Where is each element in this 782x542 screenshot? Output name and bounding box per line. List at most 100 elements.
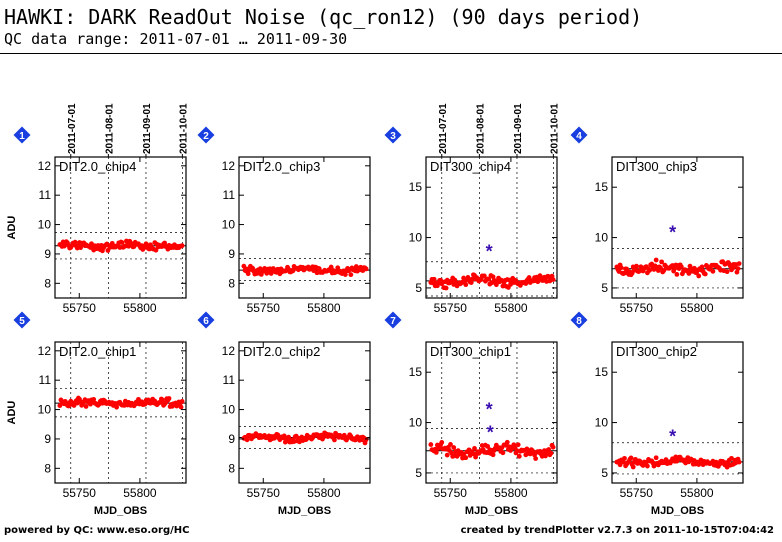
data-point: [736, 459, 742, 465]
x-tick-label: 55750: [63, 301, 97, 315]
y-tick-label: 10: [409, 416, 423, 430]
y-tick-label: 5: [601, 466, 608, 480]
outlier-marker: *: [669, 427, 676, 447]
panel-badge-number: 5: [19, 316, 25, 327]
y-tick-label: 9: [228, 247, 235, 261]
date-tick-label: 2011-10-01: [549, 103, 560, 154]
panel-badge-number: 7: [390, 316, 396, 327]
data-point: [653, 257, 659, 263]
y-tick-label: 10: [409, 231, 423, 245]
y-tick-label: 12: [38, 344, 52, 358]
date-tick-label: 2011-07-01: [67, 103, 78, 154]
data-point: [472, 446, 477, 451]
panel-label: DIT2.0_chip2: [243, 344, 320, 359]
data-point: [550, 277, 556, 282]
data-point: [490, 452, 496, 458]
y-tick-label: 8: [228, 461, 235, 475]
x-axis-label: MJD_OBS: [651, 505, 704, 517]
x-tick-label: 55800: [307, 301, 341, 315]
panel-badge-icon: [384, 311, 402, 329]
data-point: [617, 462, 623, 468]
x-tick-label: 55800: [494, 486, 528, 500]
panel-label: DIT2.0_chip3: [243, 159, 320, 174]
data-point: [114, 404, 120, 410]
x-tick-label: 55750: [63, 486, 97, 500]
date-tick-label: 2011-09-01: [142, 103, 153, 154]
data-point: [463, 282, 469, 288]
x-tick-label: 55750: [434, 486, 468, 500]
data-point: [699, 264, 705, 270]
x-tick-label: 55800: [680, 486, 714, 500]
chart-panel-6: 6 8 9 10 11 12 55750 55800 DIT2.0_chip2 MJD_OBS: [197, 311, 371, 517]
y-tick-label: 15: [409, 180, 423, 194]
panel-badge-number: 8: [576, 316, 582, 327]
panel-badge-icon: [570, 311, 588, 329]
page-title: HAWKI: DARK ReadOut Noise (qc_ron12) (90…: [4, 5, 643, 29]
header-divider: [0, 53, 782, 54]
y-tick-label: 8: [44, 461, 51, 475]
y-tick-label: 12: [222, 159, 236, 173]
panel-label: DIT300_chip3: [616, 159, 697, 174]
y-tick-label: 15: [595, 365, 609, 379]
plot-frame: [611, 341, 744, 484]
data-point: [634, 263, 639, 269]
y-tick-label: 11: [223, 188, 236, 202]
data-point: [91, 397, 97, 402]
data-point: [353, 264, 359, 269]
data-point: [160, 397, 165, 403]
data-point: [439, 439, 445, 445]
data-point: [119, 240, 125, 245]
data-point: [533, 456, 539, 461]
data-point: [463, 455, 469, 461]
panel-label: DIT2.0_chip4: [59, 159, 136, 174]
plot-frame: [425, 341, 558, 484]
data-point: [724, 269, 730, 275]
outlier-marker: *: [487, 423, 494, 443]
chart-panel-7: 7 * * 5 10 15 55750 55800 DIT300_chip1 MJD_OBS: [384, 311, 558, 517]
date-tick-label: 2011-09-01: [513, 103, 524, 154]
footer-created-by: created by trendPlotter v2.7.3 on 2011-1…: [460, 525, 774, 536]
x-axis-label: MJD_OBS: [465, 505, 518, 517]
y-axis-label: ADU: [6, 401, 18, 425]
plot-frame: [611, 156, 744, 299]
data-point: [72, 239, 78, 245]
data-point: [428, 442, 434, 447]
x-tick-label: 55750: [620, 301, 654, 315]
panel-badge-number: 4: [576, 131, 582, 142]
page-subtitle: QC data range: 2011-07-01 … 2011-09-30: [4, 30, 348, 48]
x-tick-label: 55800: [680, 301, 714, 315]
date-tick-label: 2011-08-01: [104, 103, 115, 154]
data-point: [500, 450, 506, 456]
data-point: [628, 455, 634, 461]
y-tick-label: 5: [415, 466, 422, 480]
x-tick-label: 55800: [123, 301, 157, 315]
data-point: [433, 449, 439, 455]
data-point: [702, 271, 708, 277]
data-point: [550, 444, 556, 450]
y-tick-label: 10: [38, 218, 52, 232]
y-tick-label: 8: [44, 276, 51, 290]
data-point: [618, 265, 624, 271]
data-point: [341, 432, 347, 438]
panel-badge-number: 2: [203, 131, 209, 142]
panel-badge-icon: [197, 311, 215, 329]
data-point: [431, 276, 437, 282]
chart-panel-1: 1 2011-07-01 2011-08-01 2011-09-01 2011-10-0…: [6, 103, 189, 315]
x-tick-label: 55750: [247, 301, 281, 315]
outlier-marker: *: [669, 223, 676, 243]
chart-panel-8: 8 * 5 10 15 55750 55800 DIT300_chip2 MJD_OBS: [570, 311, 744, 517]
data-point: [448, 442, 453, 447]
panel-badge-icon: [570, 126, 588, 144]
y-tick-label: 12: [222, 344, 236, 358]
panel-badge-number: 6: [203, 316, 209, 327]
data-point: [658, 265, 663, 271]
panel-label: DIT300_chip4: [430, 159, 511, 174]
data-point: [622, 455, 627, 461]
plot-frame: [54, 341, 187, 484]
data-point: [504, 439, 510, 445]
data-point: [674, 272, 680, 277]
data-point: [735, 266, 741, 271]
data-point: [486, 276, 492, 282]
y-tick-label: 10: [222, 218, 236, 232]
